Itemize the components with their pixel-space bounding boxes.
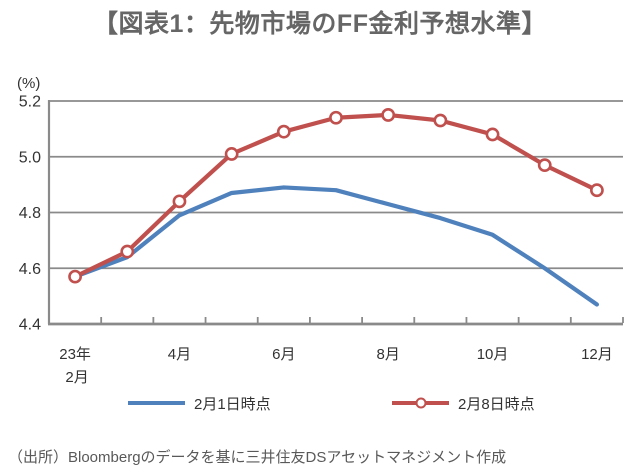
y-axis-label: 4.8	[19, 205, 41, 222]
x-axis-label: 23年	[59, 346, 91, 363]
source-attribution: （出所）Bloombergのデータを基に三井住友DSアセットマネジメント作成	[8, 449, 507, 466]
red-line-swatch	[392, 397, 449, 409]
data-point-marker	[537, 158, 552, 173]
blue-line-swatch	[128, 401, 185, 405]
x-axis-label: 2月	[65, 369, 88, 386]
legend-label-feb1: 2月1日時点	[194, 395, 271, 413]
y-axis-label: 4.4	[19, 317, 41, 334]
data-point-marker	[224, 147, 239, 161]
x-axis-label: 8月	[377, 346, 400, 363]
series-line-0	[72, 185, 600, 307]
data-point-marker	[433, 113, 448, 128]
data-point-marker	[381, 108, 396, 122]
data-point-marker	[485, 127, 500, 142]
data-point-marker	[329, 110, 343, 125]
data-point-marker	[68, 269, 82, 284]
x-axis-label: 6月	[272, 346, 295, 363]
open-circle-marker-icon	[415, 397, 426, 409]
y-axis-unit-label: (%)	[17, 75, 40, 92]
data-point-marker	[172, 194, 187, 209]
chart-title: 【図表1：先物市場のFF金利予想水準】	[93, 10, 547, 38]
data-point-marker	[120, 244, 135, 259]
x-axis-label: 10月	[477, 346, 509, 363]
y-axis-label: 5.2	[19, 94, 41, 111]
y-axis-label: 4.6	[19, 261, 41, 278]
legend-item-feb8: 2月8日時点	[392, 394, 535, 413]
data-point-marker	[590, 183, 604, 198]
x-axis-label: 12月	[581, 346, 613, 363]
legend-item-feb1: 2月1日時点	[128, 394, 271, 413]
y-axis-label: 5.0	[19, 149, 41, 166]
legend-label-feb8: 2月8日時点	[458, 395, 535, 413]
x-axis-label: 4月	[168, 346, 191, 363]
data-point-marker	[276, 124, 291, 139]
